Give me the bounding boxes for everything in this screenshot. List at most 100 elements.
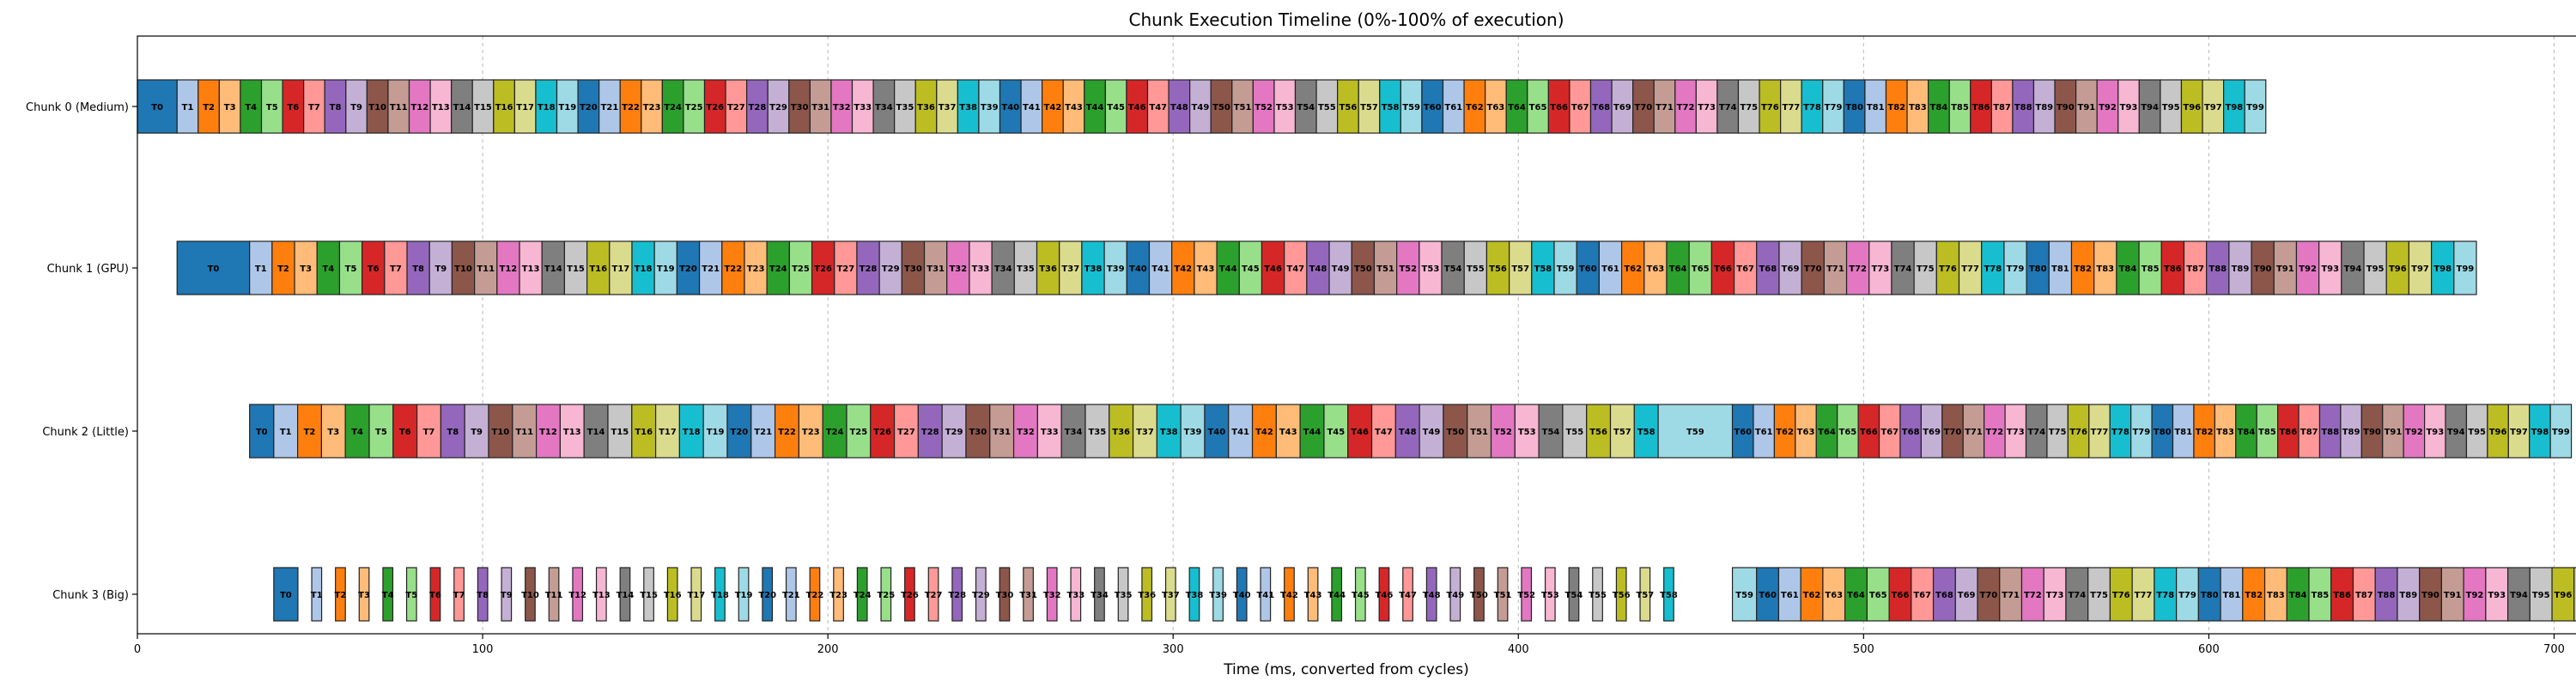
task-bar bbox=[1970, 79, 1992, 134]
task-bar bbox=[1042, 79, 1064, 134]
task-label: T88 bbox=[2378, 591, 2396, 600]
task-label: T31 bbox=[811, 103, 829, 112]
task-label: T10 bbox=[454, 264, 472, 274]
task-label: T89 bbox=[2342, 428, 2360, 437]
task-label: T4 bbox=[245, 103, 257, 112]
task-bar bbox=[1958, 240, 1983, 295]
task-bar bbox=[2318, 240, 2342, 295]
task-bar bbox=[788, 240, 813, 295]
task-bar bbox=[2256, 404, 2279, 459]
task-bar bbox=[335, 567, 346, 622]
task-label: T94 bbox=[2510, 591, 2528, 600]
task-label: T1 bbox=[280, 428, 292, 437]
task-bar bbox=[535, 79, 558, 134]
task-bar bbox=[851, 79, 874, 134]
task-label: T36 bbox=[1039, 264, 1057, 274]
task-label: T64 bbox=[1818, 428, 1836, 437]
task-bar bbox=[556, 79, 579, 134]
task-bar bbox=[872, 79, 896, 134]
task-label: T70 bbox=[1980, 591, 1998, 600]
task-label: T51 bbox=[1234, 103, 1252, 112]
task-bar bbox=[1331, 567, 1343, 622]
task-label: T52 bbox=[1399, 264, 1417, 274]
task-bar bbox=[1639, 567, 1651, 622]
task-bar bbox=[774, 404, 799, 459]
task-bar bbox=[1204, 404, 1230, 459]
task-label: T38 bbox=[959, 103, 977, 112]
task-label: T44 bbox=[1086, 103, 1104, 112]
task-bar bbox=[2551, 567, 2575, 622]
task-label: T35 bbox=[1088, 428, 1106, 437]
task-label: T99 bbox=[2552, 428, 2570, 437]
task-label: T9 bbox=[350, 103, 362, 112]
task-bar bbox=[856, 240, 880, 295]
task-label: T10 bbox=[368, 103, 386, 112]
task-label: T39 bbox=[1107, 264, 1125, 274]
task-label: T80 bbox=[1845, 103, 1863, 112]
task-label: T24 bbox=[769, 264, 787, 274]
task-label: T58 bbox=[1382, 103, 1400, 112]
task-label: T53 bbox=[1518, 428, 1536, 437]
task-label: T87 bbox=[1993, 103, 2011, 112]
task-label: T91 bbox=[2444, 591, 2462, 600]
task-label: T93 bbox=[2120, 103, 2138, 112]
task-bar bbox=[249, 404, 275, 459]
task-label: T93 bbox=[2426, 428, 2444, 437]
task-label: T24 bbox=[854, 591, 872, 600]
task-bar bbox=[1866, 567, 1890, 622]
task-label: T54 bbox=[1297, 103, 1315, 112]
task-label: T3 bbox=[327, 428, 339, 437]
task-bar bbox=[382, 567, 394, 622]
task-label: T11 bbox=[545, 591, 563, 600]
task-bar bbox=[2093, 240, 2117, 295]
task-bar bbox=[725, 79, 748, 134]
task-label: T33 bbox=[1041, 428, 1059, 437]
task-label: T28 bbox=[860, 264, 878, 274]
task-bar bbox=[324, 79, 347, 134]
task-label: T92 bbox=[2099, 103, 2117, 112]
task-label: T90 bbox=[2363, 428, 2381, 437]
task-bar bbox=[1306, 240, 1330, 295]
task-label: T21 bbox=[601, 103, 619, 112]
task-label: T12 bbox=[568, 591, 586, 600]
task-label: T61 bbox=[1781, 591, 1799, 600]
task-label: T98 bbox=[2531, 428, 2549, 437]
task-bar bbox=[2453, 240, 2477, 295]
task-label: T26 bbox=[706, 103, 724, 112]
task-label: T41 bbox=[1231, 428, 1249, 437]
task-label: T75 bbox=[2090, 591, 2108, 600]
task-label: T46 bbox=[1351, 428, 1369, 437]
task-label: T40 bbox=[1001, 103, 1019, 112]
task-bar bbox=[1695, 79, 1718, 134]
task-bar bbox=[1589, 79, 1613, 134]
task-label: T62 bbox=[1776, 428, 1794, 437]
task-label: T31 bbox=[927, 264, 945, 274]
task-bar bbox=[1148, 240, 1173, 295]
task-bar bbox=[643, 567, 654, 622]
task-label: T63 bbox=[1825, 591, 1843, 600]
task-label: T37 bbox=[1061, 264, 1079, 274]
task-label: T63 bbox=[1487, 103, 1505, 112]
task-bar bbox=[1379, 79, 1401, 134]
task-bar bbox=[2220, 567, 2244, 622]
task-label: T8 bbox=[412, 264, 424, 274]
task-label: T11 bbox=[477, 264, 495, 274]
task-label: T33 bbox=[854, 103, 872, 112]
task-label: T10 bbox=[492, 428, 510, 437]
task-bar bbox=[2549, 404, 2573, 459]
task-label: T79 bbox=[1825, 103, 1843, 112]
task-label: T96 bbox=[2183, 103, 2201, 112]
task-label: T22 bbox=[622, 103, 640, 112]
task-label: T54 bbox=[1542, 428, 1560, 437]
task-bar bbox=[1913, 240, 1937, 295]
task-bar bbox=[1984, 404, 2006, 459]
task-label: T0 bbox=[208, 264, 220, 274]
task-label: T16 bbox=[495, 103, 513, 112]
task-bar bbox=[2445, 404, 2468, 459]
task-label: T15 bbox=[567, 264, 585, 274]
task-label: T49 bbox=[1446, 591, 1464, 600]
task-label: T2 bbox=[203, 103, 215, 112]
task-label: T77 bbox=[2135, 591, 2153, 600]
task-bar bbox=[1109, 404, 1134, 459]
task-label: T83 bbox=[2096, 264, 2114, 274]
